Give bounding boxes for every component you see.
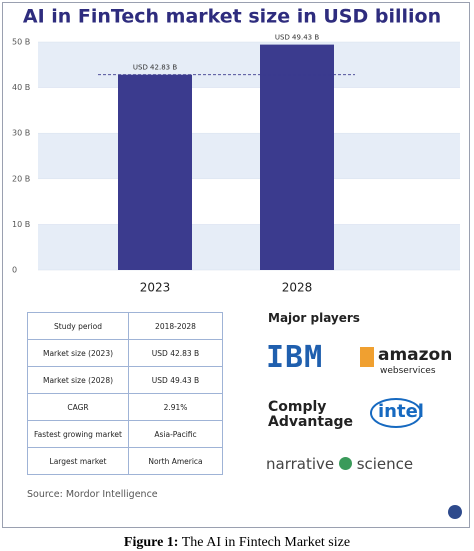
table-cell: Market size (2023) (27, 339, 129, 367)
table-cell: Market size (2028) (27, 366, 129, 394)
table-cell: 2018-2028 (128, 312, 223, 340)
brand-icon (448, 505, 462, 519)
aws-icon (360, 347, 374, 367)
grid-band (38, 42, 460, 88)
table-cell: Study period (27, 312, 129, 340)
table-row: Study period 2018-2028 (27, 312, 223, 340)
caption: Figure 1: The AI in Fintech Market size (0, 535, 474, 551)
table-row: CAGR 2.91% (27, 393, 223, 421)
y-tick-label: 10 B (12, 220, 30, 229)
narrative-word: narrative (266, 455, 335, 473)
source: Source: Mordor Intelligence (27, 489, 158, 500)
y-tick-label: 0 (12, 266, 17, 275)
comply-logo: Comply Advantage (268, 400, 353, 430)
science-icon (338, 457, 352, 470)
aws-logo: webservices (380, 366, 436, 376)
science-word: science (356, 455, 414, 473)
table-row: Market size (2028) USD 49.43 B (27, 366, 223, 394)
narrative-logo: narrative science (266, 455, 413, 473)
table-row: Largest market North America (27, 447, 223, 475)
value-label: USD 42.83 B (133, 64, 177, 72)
table-cell: 2.91% (128, 393, 223, 421)
grid-band (38, 224, 460, 270)
table-cell: USD 42.83 B (128, 339, 223, 367)
intel-ring (370, 398, 422, 428)
amazon-logo: amazon (378, 345, 453, 365)
y-tick-label: 40 B (12, 83, 30, 92)
table-row: Fastest growing market Asia-Pacific (27, 420, 223, 448)
chart: AI in FinTech market size in USD billion… (12, 6, 460, 295)
players-heading: Major players (268, 311, 360, 325)
ibm-logo: IBM (266, 340, 324, 375)
table-cell: Largest market (27, 447, 129, 475)
caption-label: Figure 1: (123, 535, 179, 550)
table-cell: USD 49.43 B (128, 366, 223, 394)
y-tick-label: 20 B (12, 174, 30, 183)
table-cell: CAGR (27, 393, 129, 421)
x-tick-label: 2028 (282, 281, 313, 295)
comply-line: Comply (268, 399, 327, 415)
caption-text: The AI in Fintech Market size (181, 535, 351, 550)
table-cell: North America (128, 447, 223, 475)
table-row: Market size (2023) USD 42.83 B (27, 339, 223, 367)
frame (2, 2, 470, 528)
value-label: USD 49.43 B (275, 34, 319, 42)
y-tick-label: 50 B (12, 38, 30, 47)
bar (118, 74, 192, 271)
bar (260, 44, 334, 271)
intel-logo: intel (378, 401, 424, 422)
y-tick-label: 30 B (12, 129, 30, 138)
comply-line: Advantage (268, 414, 354, 430)
grid-band (38, 133, 460, 179)
table-cell: Fastest growing market (27, 420, 129, 448)
table-cell: Asia-Pacific (128, 420, 223, 448)
x-tick-label: 2023 (140, 281, 171, 295)
chart-title: AI in FinTech market size in USD billion (23, 6, 441, 28)
summary-table: Study period 2018-2028 Market size (2023) U… (27, 312, 223, 475)
